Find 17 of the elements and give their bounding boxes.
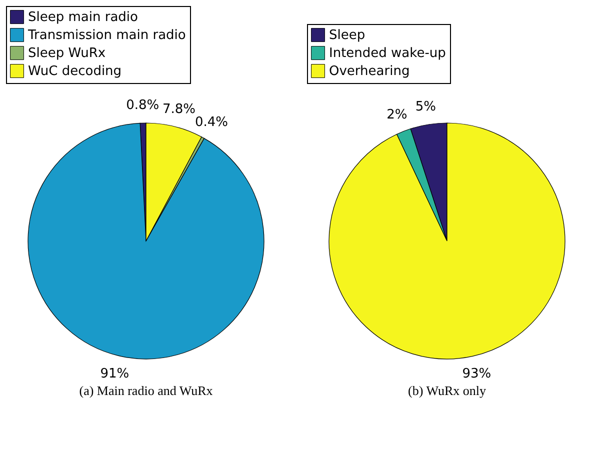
legend-label: Sleep main radio	[28, 10, 138, 25]
legend-label: Sleep	[329, 28, 366, 43]
data-label: 0.4%	[195, 114, 228, 130]
legend-label: Sleep WuRx	[28, 46, 106, 61]
text: (a) Main radio and WuRx	[79, 383, 214, 398]
data-label: 91%	[100, 366, 130, 382]
legend-label: Transmission main radio	[27, 28, 186, 43]
data-label: 2%	[386, 108, 408, 123]
text: (b) WuRx only	[408, 383, 486, 398]
legend-label: WuC decoding	[28, 64, 122, 79]
data-label: 5%	[415, 100, 436, 115]
data-label: 0.8%	[126, 98, 160, 114]
legend-label: Intended wake-up	[329, 46, 446, 61]
data-label: 7.8%	[162, 102, 196, 118]
legend-label: Overhearing	[329, 64, 410, 79]
pie-slice	[328, 122, 566, 360]
data-label: 93%	[462, 366, 492, 382]
